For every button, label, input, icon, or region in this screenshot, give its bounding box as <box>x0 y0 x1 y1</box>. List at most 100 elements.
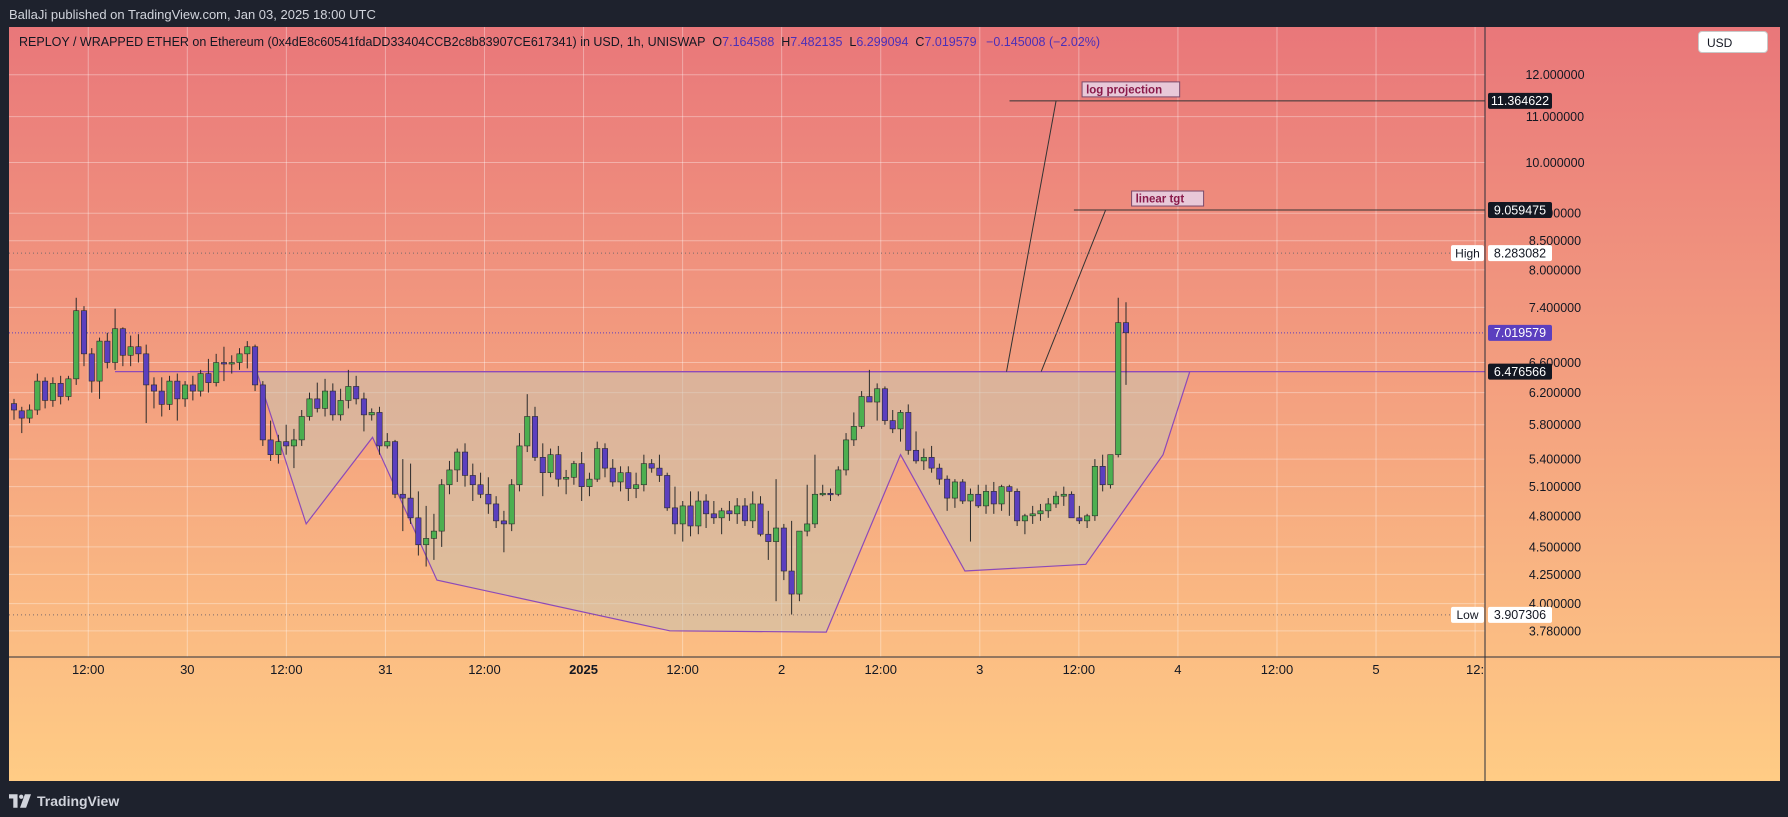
candle-body <box>874 388 881 403</box>
candle <box>609 459 616 487</box>
candle <box>493 496 500 529</box>
candle-body <box>454 451 461 471</box>
time-tick-label: 12:00 <box>1063 662 1096 677</box>
candle-body <box>936 467 943 480</box>
price-chart[interactable]: log projection linear tgt 12.000000 11.0000… <box>9 27 1780 781</box>
candle-body <box>671 507 678 525</box>
candle-body <box>213 362 220 383</box>
candle-body <box>1084 515 1091 522</box>
candle <box>1091 459 1098 521</box>
candle <box>765 510 772 560</box>
candle <box>454 448 461 482</box>
candle-body <box>563 476 570 480</box>
candle <box>1107 454 1114 489</box>
candle <box>881 386 888 425</box>
candle-body <box>975 493 982 507</box>
candle <box>57 375 64 405</box>
candle <box>275 434 282 464</box>
candle-body <box>765 533 772 542</box>
candle <box>874 383 881 421</box>
candle <box>135 334 142 363</box>
annotation-log-projection: log projection <box>1081 81 1181 98</box>
candle <box>423 505 430 567</box>
price-label-last: 7.019579 <box>1488 324 1552 341</box>
price-label-text: 9.059475 <box>1494 203 1546 217</box>
projection-line-0 <box>1006 100 1057 372</box>
candle <box>477 472 484 499</box>
candle-body <box>804 523 811 532</box>
candle-body <box>10 403 18 411</box>
candle-body <box>1029 513 1036 517</box>
candle <box>182 381 189 407</box>
candle <box>306 392 313 421</box>
candle-body <box>1076 517 1083 522</box>
candle <box>508 479 515 532</box>
price-tick-label: 6.200000 <box>1529 386 1581 400</box>
candle-body <box>913 449 920 462</box>
candle <box>633 472 640 499</box>
candle <box>360 392 367 432</box>
candle-body <box>881 388 888 421</box>
candle <box>1076 505 1083 524</box>
price-tick-label: 8.500000 <box>1529 234 1581 248</box>
candle-body <box>104 340 111 363</box>
candle-body <box>500 520 507 525</box>
candle-body <box>508 484 515 525</box>
price-label-high: 8.283082 High <box>1451 245 1552 262</box>
candle-body <box>384 441 391 447</box>
candle-body <box>555 454 562 480</box>
candle <box>174 373 181 421</box>
candle <box>617 466 624 492</box>
price-tag-box <box>1451 606 1484 623</box>
candle-body <box>259 384 266 441</box>
time-tick-label: 2025 <box>569 662 598 677</box>
candle <box>850 412 857 446</box>
candle <box>757 496 764 537</box>
candle <box>119 327 126 367</box>
candle <box>446 460 453 495</box>
candle <box>858 391 865 429</box>
candle <box>959 479 966 504</box>
candle <box>866 369 873 403</box>
candle-body <box>920 457 927 462</box>
price-tag-text: Low <box>1456 608 1478 622</box>
candle-body <box>773 527 780 542</box>
time-tick-label: 12:00 <box>270 662 303 677</box>
candle-body <box>462 451 469 476</box>
candle <box>516 433 523 492</box>
candle-body <box>477 484 484 495</box>
candle <box>252 344 259 392</box>
candle-body <box>539 457 546 473</box>
candle-body <box>322 390 329 409</box>
price-label-text: 8.283082 <box>1494 246 1546 260</box>
chart-frame[interactable]: log projection linear tgt 12.000000 11.0000… <box>9 27 1780 781</box>
candle-body <box>983 491 990 507</box>
candle <box>88 348 95 393</box>
candle-body <box>679 505 686 525</box>
candle-body <box>376 412 383 447</box>
candle <box>485 477 492 514</box>
time-tick-label: 12: <box>1466 662 1484 677</box>
candle <box>975 484 982 508</box>
candle <box>213 353 220 387</box>
candle-body <box>633 484 640 489</box>
price-tick-label: 5.400000 <box>1529 453 1581 467</box>
candle <box>804 484 811 537</box>
candle <box>695 491 702 535</box>
price-label-box <box>1488 202 1552 219</box>
candle-body <box>252 346 259 386</box>
candle <box>656 454 663 482</box>
candle <box>734 498 741 524</box>
currency-button[interactable]: USD <box>1698 31 1768 53</box>
candle-body <box>423 538 430 546</box>
candle <box>726 501 733 521</box>
candle <box>718 507 725 535</box>
candle <box>430 513 437 560</box>
candle <box>703 494 710 529</box>
candle-body <box>143 353 150 386</box>
candle <box>1006 484 1013 516</box>
candle-body <box>228 362 235 365</box>
candle-body <box>516 445 523 486</box>
candle-body <box>1123 322 1130 334</box>
candle <box>407 463 414 524</box>
